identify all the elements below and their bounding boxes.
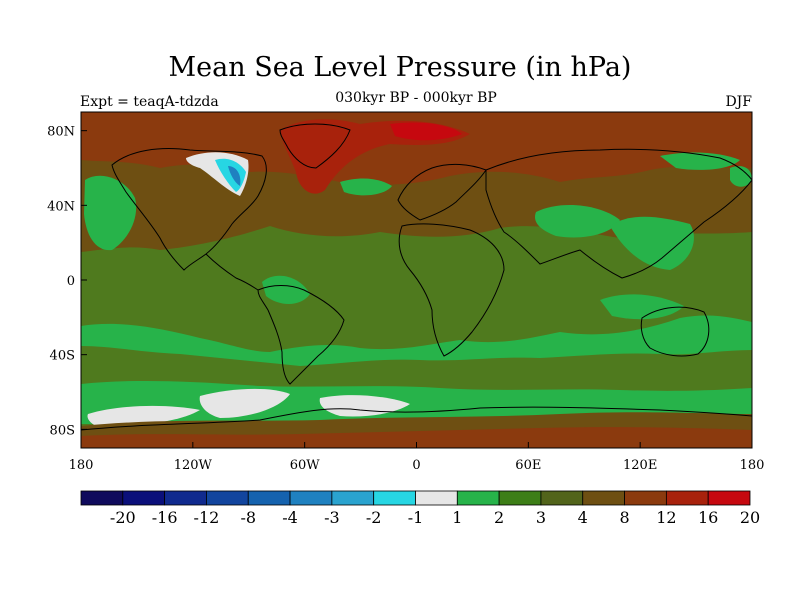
colorbar-label: -12 [194,508,220,527]
pressure-region-4-8-antarctica [81,412,752,436]
coastline-antarctica [81,406,752,431]
pressure-region-minus1-1-antarctic-pacific [87,405,200,428]
latitude-axis: 80N 40N 0 40S 80S [47,125,87,438]
colorbar-swatch [331,490,375,506]
colorbar-label: 4 [578,508,588,527]
colorbar-label: 3 [536,508,546,527]
coastlines [81,123,752,431]
pressure-region-1-2-central-asia [534,205,620,238]
colorbar-label: 16 [698,508,718,527]
colorbar-swatch [665,490,709,506]
coastline-europe [397,163,487,221]
colorbar-swatch [289,490,333,506]
colorbar-swatch [707,490,751,506]
colorbar-label: 2 [494,508,504,527]
colorbar-swatch [164,490,207,506]
colorbar-swatch [415,490,458,506]
x-tick-label: 0 [412,458,420,473]
colorbar-label: -20 [110,508,136,527]
x-tick-label: 60W [290,458,321,473]
pressure-region-1-2-east-asia [610,216,694,270]
y-tick-label: 80N [47,125,75,140]
pressure-region-1-2-south-midlatitude [81,315,752,366]
pressure-region-1-2-north-pacific [84,175,137,251]
colorbar-swatch [122,490,166,506]
colorbar-label: -1 [408,508,424,527]
colorbar-swatch [373,490,416,506]
y-tick-label: 40N [47,199,75,214]
colorbar-swatch [498,490,542,506]
y-tick-label: 80S [50,423,75,438]
x-tick-label: 120E [623,458,657,473]
pressure-region-1-2-north-atlantic [340,178,392,196]
colorbar-label: 20 [740,508,760,527]
pressure-field [81,112,752,448]
longitude-axis: 180 120W 60W 0 60E 120E 180 [69,442,765,473]
colorbar: -20 -16 -12 -8 -4 -3 -2 -1 1 2 3 4 8 12 16 20 [80,490,760,527]
x-tick-label: 120W [174,458,213,473]
colorbar-label: 8 [619,508,629,527]
pressure-region-minus1-1-antarctic-atlantic [199,388,290,418]
coastline-africa [398,223,505,357]
map-subtitle: 030kyr BP - 000kyr BP [335,90,497,106]
pressure-region-1-2-tropical-west-pacific [600,294,684,320]
pressure-region-1-2-north-pacific-east [730,166,752,187]
colorbar-label: 12 [656,508,676,527]
x-tick-label: 180 [740,458,765,473]
pressure-region-1-2-arctic-siberia [660,152,740,170]
coastline-north-america [111,148,267,271]
colorbar-label: -16 [152,508,178,527]
x-tick-label: 60E [515,458,541,473]
pressure-region-minus4-minus3-laurentide [228,166,241,186]
y-tick-label: 0 [67,274,75,289]
y-tick-label: 40S [50,349,75,364]
coastline-asia [485,148,752,279]
pressure-region-16-20-north [390,122,462,141]
pressure-region-1-2-tropical-atlantic [262,275,310,304]
colorbar-swatch [206,490,249,506]
colorbar-swatch [582,490,625,506]
colorbar-swatch [247,490,291,506]
colorbar-label: -4 [282,508,298,527]
colorbar-swatch [540,490,584,506]
x-tick-label: 180 [69,458,94,473]
colorbar-swatch [624,490,667,506]
colorbar-label: -2 [366,508,382,527]
coastline-south-america [257,285,345,385]
colorbar-label: 1 [452,508,462,527]
coastline-greenland [279,123,351,169]
colorbar-label: -8 [240,508,256,527]
map-title: Mean Sea Level Pressure (in hPa) [168,52,632,83]
coastline-australia [640,306,710,357]
colorbar-swatch [456,490,500,506]
colorbar-label: -3 [324,508,340,527]
coastline-central-america [205,253,259,291]
colorbar-swatch [80,490,124,506]
pressure-region-8-12-north [81,112,752,185]
season-label: DJF [725,94,752,110]
experiment-label: Expt = teaqA-tdzda [80,94,219,110]
pressure-region-minus1-1-weddell [319,395,410,417]
